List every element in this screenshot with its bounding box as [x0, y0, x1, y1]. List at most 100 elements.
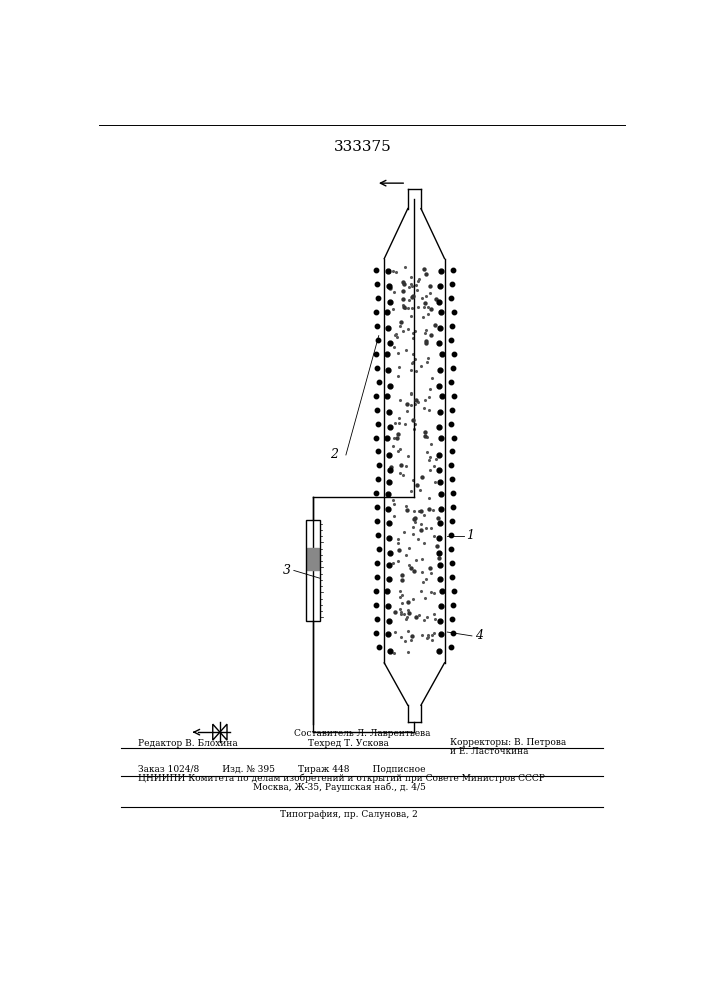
Point	[428, 458, 439, 474]
Point	[404, 292, 415, 308]
Point	[407, 412, 419, 428]
Point	[410, 323, 421, 339]
Point	[392, 443, 404, 459]
Point	[403, 279, 414, 295]
Point	[407, 519, 419, 535]
Point	[408, 472, 419, 488]
Point	[430, 317, 441, 333]
Point	[424, 449, 436, 465]
Point	[396, 606, 407, 622]
Point	[394, 318, 405, 334]
Point	[419, 428, 431, 444]
Point	[421, 322, 432, 338]
Point	[409, 510, 421, 526]
Point	[416, 583, 427, 599]
Point	[405, 386, 416, 402]
Point	[397, 595, 408, 611]
Point	[423, 306, 434, 322]
Point	[409, 511, 420, 527]
Point	[393, 535, 404, 551]
Point	[396, 314, 407, 330]
Point	[399, 524, 410, 540]
Text: Техред Т. Ускова: Техред Т. Ускова	[308, 739, 388, 748]
Point	[419, 507, 430, 523]
Point	[416, 516, 427, 532]
Text: 1: 1	[467, 529, 474, 542]
Point	[391, 329, 402, 345]
Point	[405, 483, 416, 499]
Point	[431, 451, 442, 467]
Point	[405, 385, 416, 401]
Point	[410, 363, 421, 379]
Point	[421, 354, 432, 370]
Point	[413, 531, 424, 547]
Point	[389, 496, 400, 512]
Point	[406, 278, 417, 294]
Point	[408, 354, 419, 370]
Point	[430, 611, 441, 627]
Point	[405, 397, 416, 413]
Point	[402, 644, 414, 660]
Point	[417, 574, 428, 590]
Point	[423, 452, 435, 468]
Point	[428, 625, 439, 641]
Point	[407, 628, 418, 644]
Point	[400, 611, 411, 627]
Text: Типография, пр. Салунова, 2: Типография, пр. Салунова, 2	[280, 810, 418, 819]
Point	[421, 630, 433, 646]
Point	[395, 583, 406, 599]
Point	[405, 560, 416, 576]
Point	[419, 261, 430, 277]
Point	[416, 551, 428, 567]
Point	[425, 301, 436, 317]
Point	[407, 330, 419, 346]
Point	[421, 571, 432, 587]
Point	[395, 629, 407, 645]
Point	[426, 627, 438, 643]
Point	[419, 590, 431, 606]
Point	[407, 288, 419, 304]
Text: Составитель Л. Лаврентьева: Составитель Л. Лаврентьева	[294, 729, 431, 738]
Point	[390, 604, 401, 620]
Text: Корректоры: В. Петрова: Корректоры: В. Петрова	[450, 738, 566, 747]
Point	[392, 426, 403, 442]
Point	[401, 498, 412, 514]
Point	[402, 448, 413, 464]
Point	[428, 502, 439, 518]
Point	[416, 469, 427, 485]
Point	[410, 396, 421, 412]
Point	[423, 490, 434, 506]
Point	[399, 633, 410, 649]
Point	[398, 299, 409, 315]
Point	[433, 550, 444, 566]
Point	[406, 362, 417, 378]
Point	[397, 291, 409, 307]
Point	[387, 555, 399, 571]
Point	[413, 299, 424, 315]
Point	[422, 429, 433, 445]
Point	[401, 502, 412, 518]
Point	[412, 394, 423, 410]
Point	[402, 321, 414, 337]
Point	[401, 403, 412, 419]
Point	[427, 632, 438, 648]
Point	[416, 627, 428, 643]
Point	[408, 421, 419, 437]
Point	[410, 351, 421, 367]
Point	[389, 430, 400, 446]
Text: 4: 4	[474, 629, 483, 642]
Point	[426, 327, 437, 343]
Point	[422, 299, 433, 315]
Point	[406, 276, 417, 292]
Point	[393, 415, 404, 431]
Point	[388, 508, 399, 524]
Point	[426, 436, 437, 452]
Point	[418, 400, 429, 416]
Point	[395, 589, 406, 605]
Point	[399, 606, 410, 622]
Point	[432, 538, 443, 554]
Point	[397, 297, 408, 313]
Text: 333375: 333375	[334, 140, 391, 154]
Point	[425, 520, 436, 536]
Point	[400, 547, 411, 563]
